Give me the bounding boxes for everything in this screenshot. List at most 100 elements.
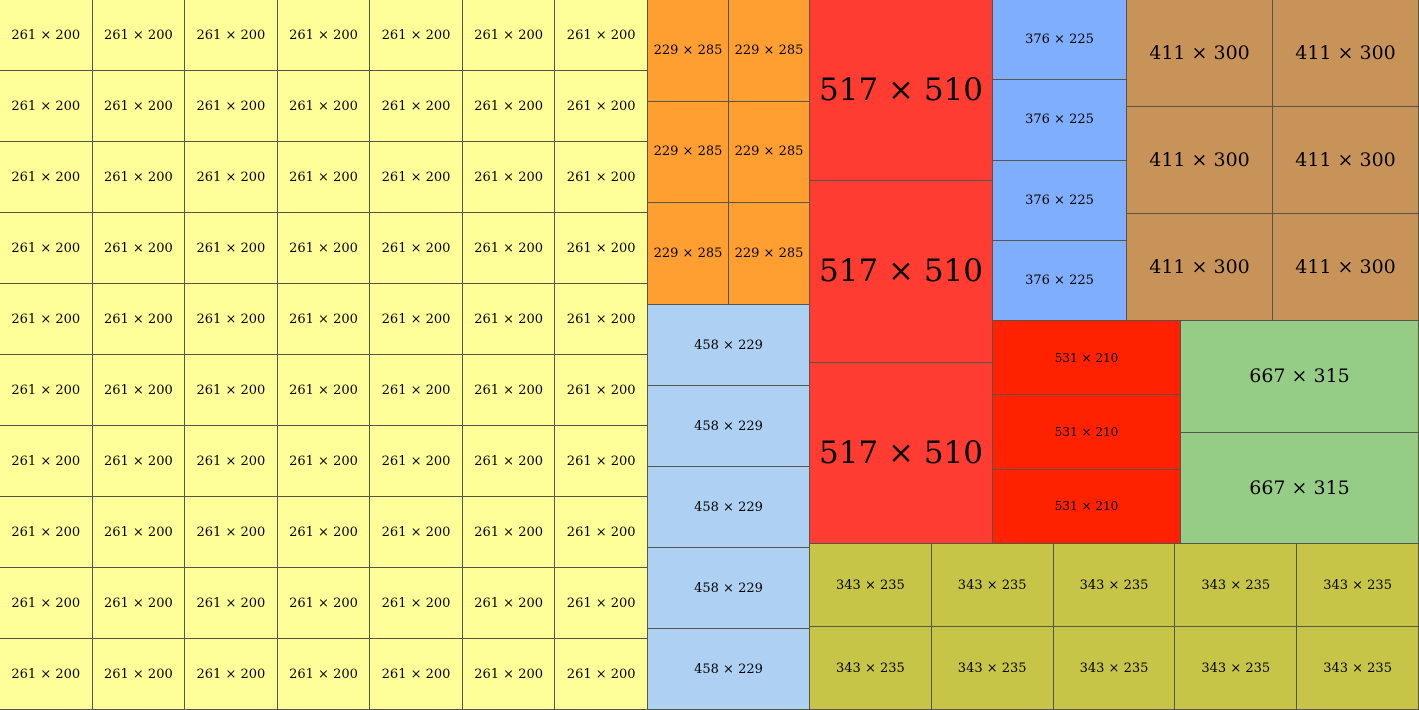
yellow-tile: 261 × 200 <box>555 0 648 71</box>
yellow-tile: 261 × 200 <box>462 639 556 710</box>
brown-tile: 411 × 300 <box>1273 107 1419 214</box>
olive-tile: 343 × 235 <box>1175 627 1298 710</box>
yellow-tile: 261 × 200 <box>185 71 278 142</box>
yellow-tile: 261 × 200 <box>370 142 463 213</box>
yellow-tile: 261 × 200 <box>555 426 648 497</box>
yellow-tile: 261 × 200 <box>185 497 278 568</box>
yellow-tile: 261 × 200 <box>92 213 186 284</box>
yellow-tile: 261 × 200 <box>370 284 463 355</box>
yellow-tile: 261 × 200 <box>370 213 463 284</box>
yellow-tile: 261 × 200 <box>370 639 463 710</box>
green-tile: 667 × 315 <box>1181 321 1419 433</box>
yellow-tile: 261 × 200 <box>462 426 556 497</box>
light-blue-tile: 458 × 229 <box>648 548 810 629</box>
yellow-tile: 261 × 200 <box>370 355 463 426</box>
yellow-tile: 261 × 200 <box>277 355 371 426</box>
orange-tile: 229 × 285 <box>729 101 810 204</box>
yellow-tile: 261 × 200 <box>370 426 463 497</box>
yellow-tile: 261 × 200 <box>370 0 463 71</box>
yellow-tile: 261 × 200 <box>555 639 648 710</box>
olive-tile: 343 × 235 <box>810 544 932 627</box>
yellow-tile: 261 × 200 <box>555 284 648 355</box>
yellow-tile: 261 × 200 <box>370 71 463 142</box>
yellow-tile: 261 × 200 <box>0 639 93 710</box>
light-blue-tile: 458 × 229 <box>648 305 810 386</box>
yellow-tile: 261 × 200 <box>0 568 93 639</box>
olive-tile: 343 × 235 <box>931 544 1054 627</box>
light-blue-tile: 458 × 229 <box>648 467 810 548</box>
yellow-tile: 261 × 200 <box>0 497 93 568</box>
yellow-tile: 261 × 200 <box>92 355 186 426</box>
red-tile: 517 × 510 <box>810 362 993 544</box>
yellow-tile: 261 × 200 <box>185 639 278 710</box>
yellow-tile: 261 × 200 <box>462 497 556 568</box>
yellow-tile: 261 × 200 <box>370 497 463 568</box>
olive-tile: 343 × 235 <box>1053 544 1176 627</box>
yellow-tile: 261 × 200 <box>185 213 278 284</box>
green-tile-group: 667 × 315 667 × 315 <box>1181 321 1419 544</box>
olive-tile: 343 × 235 <box>1297 544 1419 627</box>
brown-tile: 411 × 300 <box>1127 107 1273 214</box>
yellow-tile: 261 × 200 <box>185 142 278 213</box>
yellow-tile: 261 × 200 <box>555 355 648 426</box>
yellow-tile: 261 × 200 <box>92 71 186 142</box>
orange-tile: 229 × 285 <box>648 101 729 204</box>
blue-tile: 376 × 225 <box>993 80 1127 161</box>
green-tile: 667 × 315 <box>1181 432 1419 544</box>
bright-red-tile: 531 × 210 <box>993 395 1181 470</box>
blue-tile: 376 × 225 <box>993 240 1127 321</box>
light-blue-tile: 458 × 229 <box>648 629 810 710</box>
yellow-tile: 261 × 200 <box>277 0 371 71</box>
red-tile-group: 517 × 510 517 × 510 517 × 510 <box>810 0 993 544</box>
yellow-tile: 261 × 200 <box>462 71 556 142</box>
orange-tile: 229 × 285 <box>729 203 810 305</box>
brown-tile: 411 × 300 <box>1127 0 1273 107</box>
yellow-tile: 261 × 200 <box>277 213 371 284</box>
yellow-tile: 261 × 200 <box>0 426 93 497</box>
yellow-tile: 261 × 200 <box>0 71 93 142</box>
yellow-tile: 261 × 200 <box>277 284 371 355</box>
yellow-tile: 261 × 200 <box>92 639 186 710</box>
yellow-tile: 261 × 200 <box>555 142 648 213</box>
yellow-tile-group: 261 × 200 261 × 200 261 × 200 261 × 200 261 … <box>0 0 648 710</box>
blue-tile: 376 × 225 <box>993 0 1127 81</box>
brown-tile: 411 × 300 <box>1273 0 1419 107</box>
yellow-tile: 261 × 200 <box>0 355 93 426</box>
olive-tile: 343 × 235 <box>931 627 1054 710</box>
yellow-tile: 261 × 200 <box>92 142 186 213</box>
orange-tile-group: 229 × 285 229 × 285 229 × 285 229 × 285 229 … <box>648 0 810 305</box>
yellow-tile: 261 × 200 <box>92 0 186 71</box>
bright-red-tile: 531 × 210 <box>993 469 1181 544</box>
brown-tile: 411 × 300 <box>1127 214 1273 321</box>
yellow-tile: 261 × 200 <box>277 426 371 497</box>
olive-tile: 343 × 235 <box>1175 544 1298 627</box>
yellow-tile: 261 × 200 <box>185 284 278 355</box>
blue-tile-group: 376 × 225 376 × 225 376 × 225 376 × 225 <box>993 0 1127 321</box>
yellow-tile: 261 × 200 <box>185 355 278 426</box>
yellow-tile: 261 × 200 <box>555 497 648 568</box>
yellow-tile: 261 × 200 <box>277 639 371 710</box>
olive-tile: 343 × 235 <box>1053 627 1176 710</box>
bright-red-tile-group: 531 × 210 531 × 210 531 × 210 <box>993 321 1181 544</box>
yellow-tile: 261 × 200 <box>462 0 556 71</box>
yellow-tile: 261 × 200 <box>92 497 186 568</box>
brown-tile-group: 411 × 300 411 × 300 411 × 300 411 × 300 411 … <box>1127 0 1419 321</box>
yellow-tile: 261 × 200 <box>277 71 371 142</box>
orange-tile: 229 × 285 <box>648 0 729 102</box>
yellow-tile: 261 × 200 <box>462 284 556 355</box>
light-blue-tile-group: 458 × 229 458 × 229 458 × 229 458 × 229 458 … <box>648 305 810 710</box>
yellow-tile: 261 × 200 <box>277 497 371 568</box>
yellow-tile: 261 × 200 <box>0 284 93 355</box>
yellow-tile: 261 × 200 <box>185 426 278 497</box>
yellow-tile: 261 × 200 <box>555 71 648 142</box>
yellow-tile: 261 × 200 <box>92 426 186 497</box>
olive-tile-group: 343 × 235 343 × 235 343 × 235 343 × 235 343 … <box>810 544 1419 710</box>
bright-red-tile: 531 × 210 <box>993 321 1181 396</box>
yellow-tile: 261 × 200 <box>92 284 186 355</box>
yellow-tile: 261 × 200 <box>92 568 186 639</box>
yellow-tile: 261 × 200 <box>185 0 278 71</box>
yellow-tile: 261 × 200 <box>555 213 648 284</box>
orange-tile: 229 × 285 <box>729 0 810 102</box>
yellow-tile: 261 × 200 <box>462 355 556 426</box>
